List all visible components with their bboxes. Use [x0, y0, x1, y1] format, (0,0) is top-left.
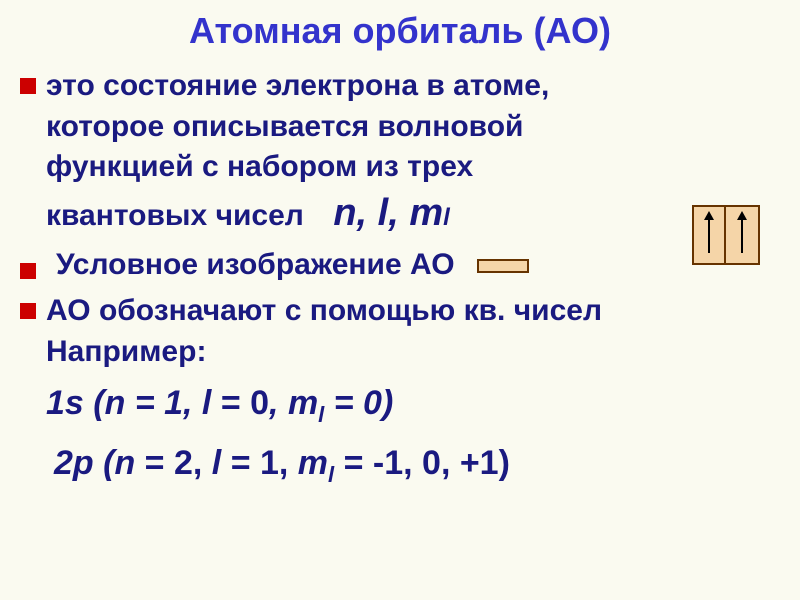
e2-eq3: = -1, 0, +1) — [334, 444, 510, 482]
e1-l: l — [192, 384, 220, 422]
orbital-diagram — [692, 205, 760, 265]
bullet-3-text: АО обозначают с помощью кв. чисел Наприм… — [46, 291, 602, 372]
b3-line-a: АО обозначают с помощью кв. чисел — [46, 294, 602, 327]
b1-line-a: это состояние электрона в атоме, — [46, 69, 549, 102]
quantum-numbers: n, l, ml — [312, 192, 450, 234]
bullet-square-icon — [20, 78, 36, 94]
bullet-2-text: Условное изображение АО — [56, 245, 535, 286]
orbital-cell — [694, 207, 726, 263]
b1-line-c: функцией с набором из трех — [46, 150, 473, 183]
b1-line-b: которое описывается волновой — [46, 110, 523, 143]
bullet-2: Условное изображение АО — [20, 245, 780, 286]
e1-eq1: = 1, — [125, 384, 192, 422]
e1-open: (n — [84, 384, 126, 422]
e2-lead: 2p — [54, 444, 94, 482]
qn-m-sub: l — [443, 204, 450, 231]
e2-m: m — [298, 444, 328, 482]
orbital-cell — [726, 207, 758, 263]
orbital-strip-icon — [477, 259, 529, 273]
e1-m: , m — [269, 384, 318, 422]
spin-up-arrow-icon — [708, 213, 710, 253]
e2-open: (n — [94, 444, 145, 482]
spin-up-arrow-icon — [741, 213, 743, 253]
example-1: 1s (n = 1, l = 0, ml = 0) — [46, 384, 780, 428]
examples-block: 1s (n = 1, l = 0, ml = 0) 2p (n = 2, l =… — [20, 384, 780, 488]
example-2: 2p (n = 2, l = 1, ml = -1, 0, +1) — [46, 444, 780, 488]
e2-l: l — [212, 444, 231, 482]
bullet-square-icon — [20, 303, 36, 319]
b2-text: Условное изображение АО — [56, 248, 455, 281]
b3-line-b: Например: — [46, 335, 206, 368]
slide-title: Атомная орбиталь (АО) — [20, 10, 780, 52]
bullet-3: АО обозначают с помощью кв. чисел Наприм… — [20, 291, 780, 372]
b1-line-d-prefix: квантовых чисел — [46, 199, 304, 232]
bullet-square-icon — [20, 263, 36, 279]
bullet-1-text: это состояние электрона в атоме, которое… — [46, 66, 549, 239]
qn-m: m — [409, 192, 443, 234]
e1-lead: 1s — [46, 384, 84, 422]
e2-eq2: = 1, — [231, 444, 298, 482]
bullet-1: это состояние электрона в атоме, которое… — [20, 66, 780, 239]
e2-eq1: = 2, — [145, 444, 212, 482]
e1-eq3: = 0) — [324, 384, 393, 422]
qn-l: l, — [378, 192, 399, 234]
e1-eq2: = 0 — [221, 384, 269, 422]
qn-n: n, — [333, 192, 367, 234]
